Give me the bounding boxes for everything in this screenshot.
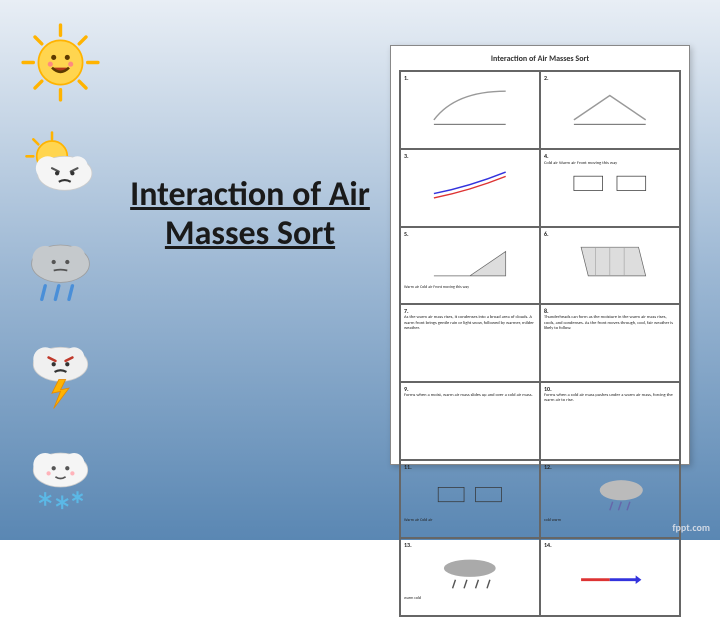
ws-cell-text: Forms when a moist, warm air mass slides… <box>404 393 536 398</box>
ws-cell-num: 4. <box>544 152 549 160</box>
ws-cell: 2. <box>540 71 680 149</box>
ws-cell: 1. <box>400 71 540 149</box>
ws-cell: 10. Forms when a cold air mass pushes un… <box>540 382 680 460</box>
ws-cell: 5. Warm air Cold air Front moving this w… <box>400 227 540 305</box>
watermark: fppt.com <box>672 521 710 534</box>
ws-cell: 13. warm cold <box>400 538 540 616</box>
ws-cell-text: cold warm <box>544 518 676 523</box>
snow-cloud-icon <box>18 436 103 521</box>
ws-cell: 7. As the warm air mass rises, it conden… <box>400 304 540 382</box>
weather-icon-strip <box>0 0 120 540</box>
ws-cell-text: Warm air Cold air <box>404 518 536 523</box>
ws-cell: 12. cold warm <box>540 460 680 538</box>
ws-cell-text: Thunderheads can form as the moisture in… <box>544 315 676 331</box>
ws-cell: 14. <box>540 538 680 616</box>
partly-cloudy-angry-icon <box>18 124 103 209</box>
thunderstorm-icon <box>18 332 103 417</box>
ws-cell-num: 7. <box>404 307 409 315</box>
ws-cell-num: 1. <box>404 74 409 82</box>
ws-cell-num: 8. <box>544 307 549 315</box>
ws-cell: 11. Warm air Cold air <box>400 460 540 538</box>
ws-cell-num: 14. <box>544 541 552 549</box>
ws-cell-num: 5. <box>404 230 409 238</box>
ws-cell-num: 11. <box>404 463 412 471</box>
ws-cell-num: 6. <box>544 230 549 238</box>
slide-title: Interaction of Air Masses Sort <box>130 175 370 253</box>
ws-cell-text: warm cold <box>404 596 536 601</box>
worksheet-grid: 1. 2. 3. 4. Cold air Warm air Front movi… <box>399 70 681 617</box>
ws-cell: 8. Thunderheads can form as the moisture… <box>540 304 680 382</box>
ws-cell-num: 13. <box>404 541 412 549</box>
ws-cell-text: Warm air Cold air Front moving this way <box>404 285 536 290</box>
rain-cloud-icon <box>18 228 103 313</box>
ws-cell-num: 3. <box>404 152 409 160</box>
sunny-happy-icon <box>18 20 103 105</box>
ws-cell-num: 2. <box>544 74 549 82</box>
ws-cell: 4. Cold air Warm air Front moving this w… <box>540 149 680 227</box>
ws-cell-text: Forms when a cold air mass pushes under … <box>544 393 676 403</box>
worksheet-title: Interaction of Air Masses Sort <box>399 54 681 64</box>
ws-cell-text: Cold air Warm air Front moving this way <box>544 162 676 167</box>
ws-cell-num: 12. <box>544 463 552 471</box>
ws-cell: 3. <box>400 149 540 227</box>
ws-cell: 6. <box>540 227 680 305</box>
ws-cell-text: As the warm air mass rises, it condenses… <box>404 315 536 331</box>
slide-container: Interaction of Air Masses Sort Interacti… <box>0 0 720 540</box>
ws-cell-num: 10. <box>544 385 552 393</box>
ws-cell-num: 9. <box>404 385 409 393</box>
worksheet-thumbnail: Interaction of Air Masses Sort 1. 2. 3. … <box>390 45 690 465</box>
ws-cell: 9. Forms when a moist, warm air mass sli… <box>400 382 540 460</box>
